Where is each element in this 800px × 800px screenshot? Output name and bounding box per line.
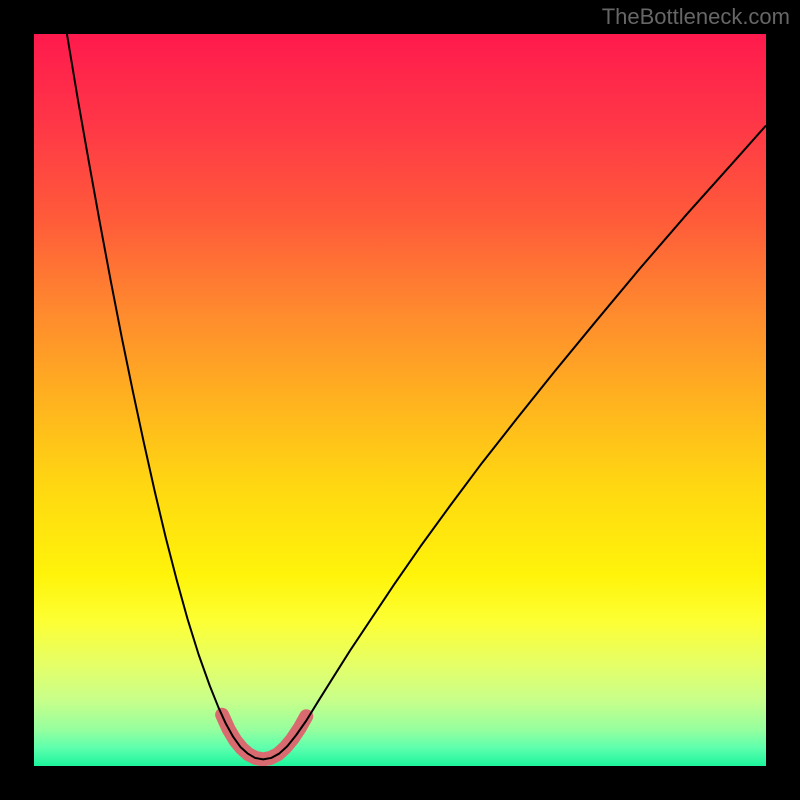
chart-background-gradient [34, 34, 766, 766]
chart-svg-layer [34, 34, 766, 766]
curve-highlight-segment [222, 715, 306, 760]
outer-frame: TheBottleneck.com [0, 0, 800, 800]
watermark-text: TheBottleneck.com [602, 4, 790, 30]
main-curve [67, 34, 766, 759]
chart-plot-area [34, 34, 766, 766]
